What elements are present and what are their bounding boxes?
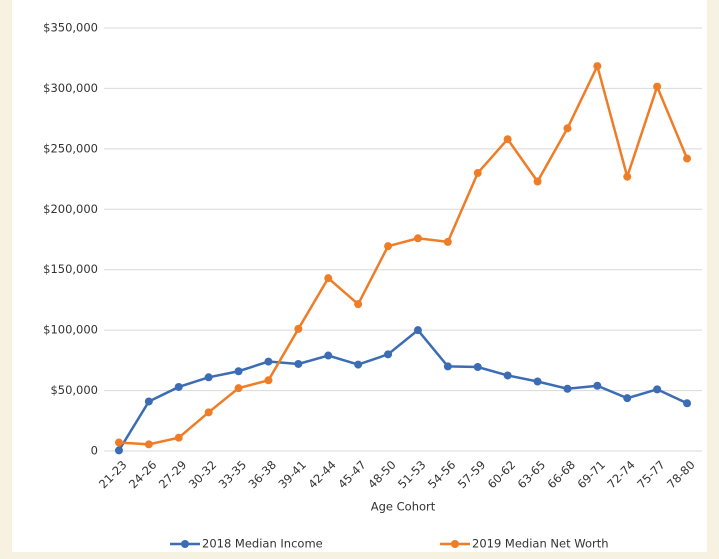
y-tick-label: $100,000 xyxy=(43,323,98,337)
y-tick-label: $250,000 xyxy=(43,141,98,155)
data-point xyxy=(443,237,452,246)
legend-marker xyxy=(451,540,459,548)
data-point xyxy=(413,234,422,243)
data-point xyxy=(294,324,303,333)
data-point xyxy=(563,124,572,133)
data-point xyxy=(384,242,393,251)
data-point xyxy=(144,397,153,406)
data-point xyxy=(234,367,243,376)
y-tick-label: $350,000 xyxy=(43,21,98,35)
data-point xyxy=(503,135,512,144)
data-point xyxy=(114,446,123,455)
data-point xyxy=(354,300,363,309)
data-point xyxy=(264,357,273,366)
x-axis-label: Age Cohort xyxy=(371,500,436,514)
y-tick-label: $200,000 xyxy=(43,202,98,216)
data-point xyxy=(174,433,183,442)
data-point xyxy=(114,438,123,447)
data-point xyxy=(533,377,542,386)
data-point xyxy=(683,154,692,163)
data-point xyxy=(354,360,363,369)
data-point xyxy=(623,172,632,181)
data-point xyxy=(503,371,512,380)
data-point xyxy=(204,408,213,417)
data-point xyxy=(473,363,482,372)
data-point xyxy=(623,394,632,403)
data-point xyxy=(593,381,602,390)
data-point xyxy=(443,362,452,371)
data-point xyxy=(234,384,243,393)
data-point xyxy=(533,177,542,186)
data-point xyxy=(174,382,183,391)
chart-panel xyxy=(12,0,707,552)
data-point xyxy=(204,373,213,382)
data-point xyxy=(294,359,303,368)
data-point xyxy=(563,384,572,393)
data-point xyxy=(653,385,662,394)
y-tick-label: $300,000 xyxy=(43,81,98,95)
legend-label: 2018 Median Income xyxy=(202,537,323,551)
legend-label: 2019 Median Net Worth xyxy=(472,537,609,551)
legend-marker xyxy=(181,540,189,548)
data-point xyxy=(653,82,662,91)
data-point xyxy=(683,399,692,408)
y-tick-label: 0 xyxy=(91,444,98,458)
data-point xyxy=(324,274,333,283)
series-line xyxy=(118,62,689,446)
data-point xyxy=(413,326,422,335)
y-tick-label: $50,000 xyxy=(50,383,98,397)
y-tick-label: $150,000 xyxy=(43,262,98,276)
data-point xyxy=(593,62,602,71)
data-point xyxy=(144,440,153,449)
data-point xyxy=(384,350,393,359)
data-point xyxy=(264,376,273,385)
series-line xyxy=(117,328,688,452)
data-point xyxy=(324,351,333,360)
data-point xyxy=(473,169,482,178)
